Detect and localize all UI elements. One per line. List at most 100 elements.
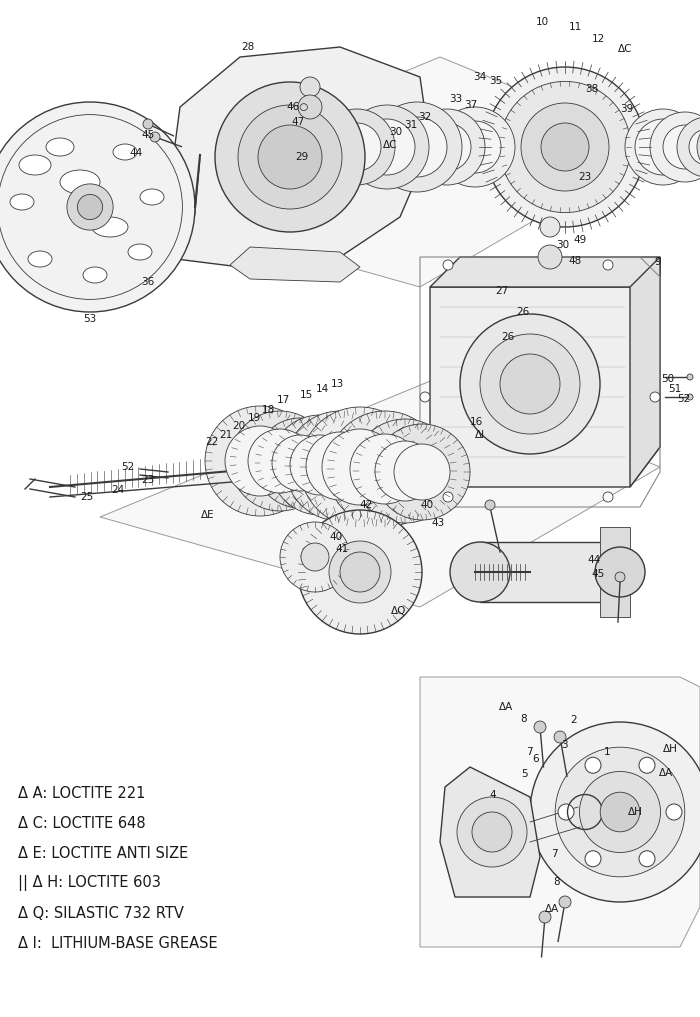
Circle shape [639,851,655,866]
Circle shape [409,109,485,185]
Circle shape [555,747,685,877]
Circle shape [329,541,391,603]
Text: 9: 9 [654,257,661,267]
Circle shape [150,132,160,142]
Text: 44: 44 [587,555,601,565]
Text: 43: 43 [431,518,444,528]
Circle shape [300,77,320,97]
Circle shape [319,109,395,185]
Text: ΔI: ΔI [475,430,485,440]
Circle shape [625,109,700,185]
Circle shape [230,411,330,511]
Circle shape [298,95,322,119]
Text: 15: 15 [300,390,313,400]
Text: ΔH: ΔH [663,744,678,754]
Circle shape [300,407,420,527]
Circle shape [539,911,551,923]
Circle shape [280,522,350,592]
Circle shape [534,721,546,733]
Text: 5: 5 [521,769,527,779]
Text: 37: 37 [464,100,477,110]
Text: 19: 19 [247,413,260,423]
Circle shape [374,424,470,520]
Circle shape [423,123,471,171]
Circle shape [485,67,645,227]
Text: 35: 35 [489,76,503,86]
Circle shape [663,125,700,169]
Text: 53: 53 [83,314,97,324]
Circle shape [0,102,195,312]
Polygon shape [440,767,540,897]
Circle shape [603,260,613,270]
Circle shape [443,260,453,270]
Text: 11: 11 [568,22,582,32]
Text: 17: 17 [276,395,290,405]
Text: 7: 7 [551,849,557,859]
Ellipse shape [113,144,137,160]
Text: ΔA: ΔA [499,702,513,712]
Circle shape [600,792,640,832]
Circle shape [306,432,374,500]
Circle shape [580,772,661,852]
Circle shape [541,123,589,171]
Text: 42: 42 [359,500,372,510]
Polygon shape [430,287,660,487]
Text: 51: 51 [668,384,682,394]
Circle shape [521,103,609,191]
Circle shape [327,411,443,527]
Circle shape [585,851,601,866]
Circle shape [238,105,342,210]
Text: 13: 13 [330,379,344,388]
Circle shape [301,543,329,571]
Text: 20: 20 [232,421,246,431]
Circle shape [650,392,660,402]
Circle shape [635,119,691,175]
Circle shape [372,102,462,192]
Text: 38: 38 [585,84,598,94]
Text: Δ C: LOCTITE 648: Δ C: LOCTITE 648 [18,816,146,831]
Ellipse shape [10,194,34,210]
Circle shape [322,429,398,505]
Text: 8: 8 [521,714,527,724]
Text: 16: 16 [470,417,482,427]
Circle shape [225,426,295,496]
Text: || Δ H: LOCTITE 603: || Δ H: LOCTITE 603 [18,875,161,891]
Text: 50: 50 [662,374,675,384]
Polygon shape [230,247,360,282]
Circle shape [143,119,153,129]
Circle shape [530,722,700,902]
Text: 22: 22 [205,437,218,447]
Circle shape [639,758,655,773]
Circle shape [595,547,645,597]
Ellipse shape [140,189,164,205]
Text: 23: 23 [578,172,592,182]
Text: 47: 47 [291,117,304,127]
Text: 52: 52 [678,394,691,404]
Circle shape [480,334,580,434]
Text: 10: 10 [536,17,549,27]
Text: 44: 44 [130,148,143,158]
Text: 1: 1 [603,747,610,757]
Text: 45: 45 [592,569,605,579]
Circle shape [585,758,601,773]
Text: 7: 7 [526,747,532,757]
Circle shape [285,411,395,521]
Circle shape [359,119,415,175]
Text: 30: 30 [389,127,402,137]
Circle shape [258,125,322,189]
Text: 6: 6 [533,754,539,764]
Text: 52: 52 [121,462,134,472]
Circle shape [340,552,380,592]
Circle shape [205,406,315,516]
Circle shape [420,392,430,402]
Text: 3: 3 [561,740,567,750]
Circle shape [540,217,560,237]
Polygon shape [100,377,660,607]
Polygon shape [630,257,660,487]
Circle shape [270,415,370,515]
Text: 23: 23 [141,475,155,485]
Circle shape [387,117,447,177]
Circle shape [615,572,625,582]
Text: 30: 30 [556,240,570,250]
Circle shape [558,804,574,820]
